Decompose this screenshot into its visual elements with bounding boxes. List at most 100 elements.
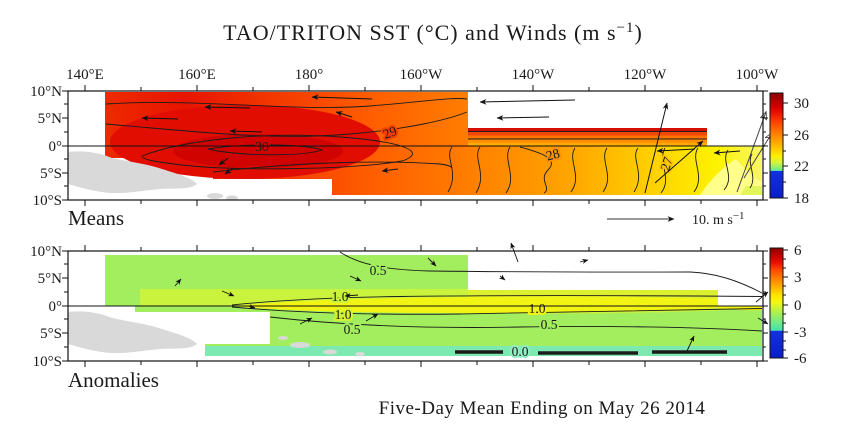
lat-tick-label: 10°S [33, 193, 62, 209]
means-panel: 30 29 28 27 [30, 84, 809, 230]
contour-label-00: 0.0 [512, 344, 529, 359]
lat-tick-label: 10°N [30, 244, 62, 260]
lon-tick-label: 100°W [736, 67, 779, 83]
anomalies-colorbar-ticks [783, 249, 788, 359]
top-ticks-anom [84, 245, 758, 251]
anomaly-field [105, 255, 762, 356]
wind-vector [204, 104, 251, 110]
anomaly-contours [231, 251, 763, 355]
lat-tick-label: 10°N [30, 84, 62, 100]
bottom-ticks [84, 200, 758, 206]
lon-tick-label: 160°W [400, 67, 443, 83]
left-ticks-anom [62, 250, 68, 362]
bottom-ticks-anom [84, 361, 758, 367]
wind-vector [218, 157, 229, 166]
wind-vector [344, 293, 359, 299]
wind-vector [496, 115, 550, 121]
wind-vector [713, 149, 741, 156]
wind-vector [299, 317, 313, 325]
wind-vector [427, 257, 437, 267]
latitude-axis-labels-anomalies: 10°N 5°N 0° 5°S 10°S [30, 244, 62, 370]
top-ticks [84, 85, 758, 91]
landmass-new-guinea [68, 151, 238, 201]
longitude-axis-labels: 140°E 160°E 180° 160°W 140°W 120°W 100°W [66, 67, 779, 83]
wind-vector [579, 258, 589, 264]
wind-vector [656, 147, 696, 154]
lat-tick-label: 5°S [40, 166, 62, 182]
means-panel-title: Means [68, 206, 124, 230]
lon-tick-label: 120°W [624, 67, 667, 83]
means-colorbar-ticks [783, 102, 788, 199]
colorbar-tick-label: 0 [794, 298, 802, 314]
wind-vector [365, 313, 379, 322]
contour-label-05-north: 0.5 [370, 263, 387, 278]
contour-label-05-southwest: 0.5 [344, 322, 361, 337]
anomalies-colorbar-gradient [769, 247, 784, 359]
sst-field [105, 92, 762, 195]
colorbar-tick-label: -6 [794, 351, 807, 367]
lat-tick-label: 0° [49, 139, 63, 155]
wind-vector-outlined [736, 112, 766, 193]
wind-vector [221, 290, 235, 297]
means-colorbar-gradient [769, 92, 784, 199]
chart-title: TAO/TRITON SST (°C) and Winds (m s−1) [223, 20, 643, 45]
wind-vector [229, 128, 263, 135]
anomalies-panel: 0.5 1.0 1.0 1.0 0.5 0.5 0.0 [30, 242, 807, 392]
wind-vector [498, 274, 506, 281]
footer-date-caption: Five-Day Mean Ending on May 26 2014 [379, 398, 706, 419]
wind-vector-outlined [743, 133, 772, 179]
wind-vectors-anomalies [174, 242, 769, 352]
contour-label-10-mid: 1.0 [529, 301, 546, 316]
latitude-axis-labels-means: 10°N 5°N 0° 5°S 10°S [30, 84, 62, 209]
wind-vector [644, 102, 669, 194]
contour-label-30: 30 [255, 139, 269, 154]
colorbar-tick-label: 6 [794, 243, 802, 259]
right-ticks-anom [763, 250, 768, 362]
lon-tick-label: 160°E [178, 67, 216, 83]
colorbar-tick-label: 26 [794, 128, 810, 144]
wind-reference-label: 10. m s−1 [692, 210, 745, 228]
contour-label-05-southmid: 0.5 [541, 317, 558, 332]
wind-vector [510, 242, 519, 263]
colorbar-tick-label: -3 [794, 325, 807, 341]
wind-vector [349, 275, 362, 282]
sst-contours [105, 98, 754, 194]
colorbar-tick-label: 30 [794, 96, 809, 112]
lon-tick-label: 140°W [512, 67, 555, 83]
wind-vector [174, 278, 182, 287]
contour-label-28: 28 [544, 145, 561, 163]
contour-label-10-lower: 1.0 [335, 307, 352, 322]
wind-vector [224, 167, 234, 175]
contour-label-10-upper: 1.0 [332, 289, 349, 304]
wind-vector [141, 115, 179, 122]
wind-vector [335, 111, 353, 118]
wind-vector [686, 335, 695, 352]
colorbar-tick-label: 3 [794, 270, 802, 286]
wind-vector [755, 291, 769, 303]
sst-contour-labels: 30 29 28 27 [253, 121, 678, 174]
lon-tick-label: 140°E [66, 67, 104, 83]
colorbar-tick-label: 18 [794, 191, 809, 207]
anomalies-panel-title: Anomalies [68, 368, 159, 392]
landmass-new-guinea-anom [68, 311, 365, 356]
lat-tick-label: 5°N [38, 111, 62, 127]
lat-tick-label: 5°S [40, 326, 62, 342]
anomalies-colorbar: 6 3 0 -3 -6 [769, 243, 807, 367]
lat-tick-label: 10°S [33, 354, 62, 370]
right-ticks [763, 90, 768, 201]
wind-reference: 10. m s−1 [607, 210, 745, 228]
left-ticks [62, 90, 68, 201]
wind-vector [479, 99, 576, 105]
lat-tick-label: 0° [49, 299, 63, 315]
wind-vector [381, 167, 399, 174]
anomaly-contour-labels: 0.5 1.0 1.0 1.0 0.5 0.5 0.0 [330, 261, 560, 361]
wind-vectors-means [141, 94, 772, 194]
means-colorbar: 30 26 22 18 [769, 92, 810, 207]
wind-vector [311, 94, 373, 101]
wind-vector [654, 140, 704, 184]
lon-tick-label: 180° [295, 67, 324, 83]
lat-tick-label: 5°N [38, 271, 62, 287]
colorbar-tick-label: 22 [794, 159, 809, 175]
